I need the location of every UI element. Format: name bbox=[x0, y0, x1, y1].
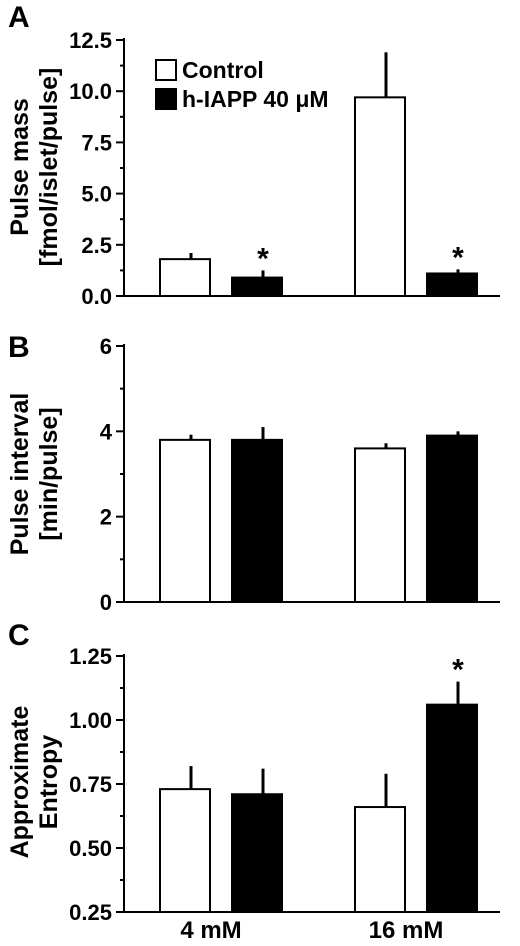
y-axis-label-line2: [min/pulse] bbox=[35, 407, 63, 540]
bar-control bbox=[354, 806, 406, 913]
y-axis-label-line1: Pulse mass bbox=[6, 98, 34, 236]
legend-label-treated: h-IAPP 40 μM bbox=[182, 86, 329, 112]
category-label: 16 mM bbox=[369, 917, 444, 944]
legend: Control h-IAPP 40 μM bbox=[155, 57, 329, 112]
y-axis-label: Pulse interval[min/pulse] bbox=[6, 393, 63, 556]
bar-control bbox=[159, 258, 211, 297]
bar-control bbox=[159, 438, 211, 603]
bar-control bbox=[159, 788, 211, 913]
chart-panel-b: B Pulse interval[min/pulse] 0 2 4 6 bbox=[6, 331, 500, 615]
category-label: 4 mM bbox=[180, 917, 241, 944]
y-tick-label: 4 bbox=[100, 419, 113, 444]
panel-letter: A bbox=[8, 1, 30, 34]
y-tick-label: 1.00 bbox=[69, 708, 112, 733]
y-tick-label: 0 bbox=[100, 590, 112, 615]
y-axis-label-line1: Approximate bbox=[6, 706, 34, 859]
bar-control bbox=[354, 447, 406, 603]
bar-treated bbox=[231, 276, 283, 297]
panel-letter: C bbox=[8, 619, 30, 652]
y-tick-label: 1.25 bbox=[69, 644, 112, 669]
y-axis-label: ApproximateEntropy bbox=[6, 706, 63, 859]
y-tick-label: 6 bbox=[100, 334, 112, 359]
y-tick-label: 2.5 bbox=[81, 233, 112, 258]
significance-marker: * bbox=[257, 242, 269, 275]
bar-treated bbox=[231, 793, 283, 913]
y-tick-label: 7.5 bbox=[81, 130, 112, 155]
bar-treated bbox=[426, 434, 478, 603]
significance-marker: * bbox=[452, 654, 464, 687]
y-axis-label-line2: Entropy bbox=[35, 735, 63, 830]
chart-panel-a: A Pulse mass[fmol/islet/pulse] 0.0 2.5 5.0 7.… bbox=[6, 1, 500, 309]
y-tick-label: 2 bbox=[100, 505, 112, 530]
y-tick-label: 0.50 bbox=[69, 836, 112, 861]
y-axis-label: Pulse mass[fmol/islet/pulse] bbox=[6, 68, 63, 267]
legend-swatch-treated bbox=[155, 88, 177, 110]
y-axis-label-line2: [fmol/islet/pulse] bbox=[35, 68, 63, 267]
y-tick-label: 0.0 bbox=[81, 284, 112, 309]
legend-label-control: Control bbox=[182, 57, 264, 83]
y-tick-label: 10.0 bbox=[69, 79, 112, 104]
significance-marker: * bbox=[452, 241, 464, 274]
bar-treated bbox=[426, 272, 478, 297]
y-tick-label: 5.0 bbox=[81, 182, 112, 207]
y-tick-label: 0.75 bbox=[69, 772, 112, 797]
bar-treated bbox=[231, 438, 283, 603]
bar-treated bbox=[426, 703, 478, 914]
y-tick-label: 0.25 bbox=[69, 900, 112, 925]
y-tick-label: 12.5 bbox=[69, 28, 112, 53]
panel-letter: B bbox=[8, 331, 30, 364]
y-axis-label-line1: Pulse interval bbox=[6, 393, 34, 556]
chart-panel-c: C ApproximateEntropy 0.25 0.50 0.75 1.00 1.25 *… bbox=[6, 619, 500, 944]
legend-swatch-control bbox=[155, 59, 177, 81]
bar-control bbox=[354, 96, 406, 298]
